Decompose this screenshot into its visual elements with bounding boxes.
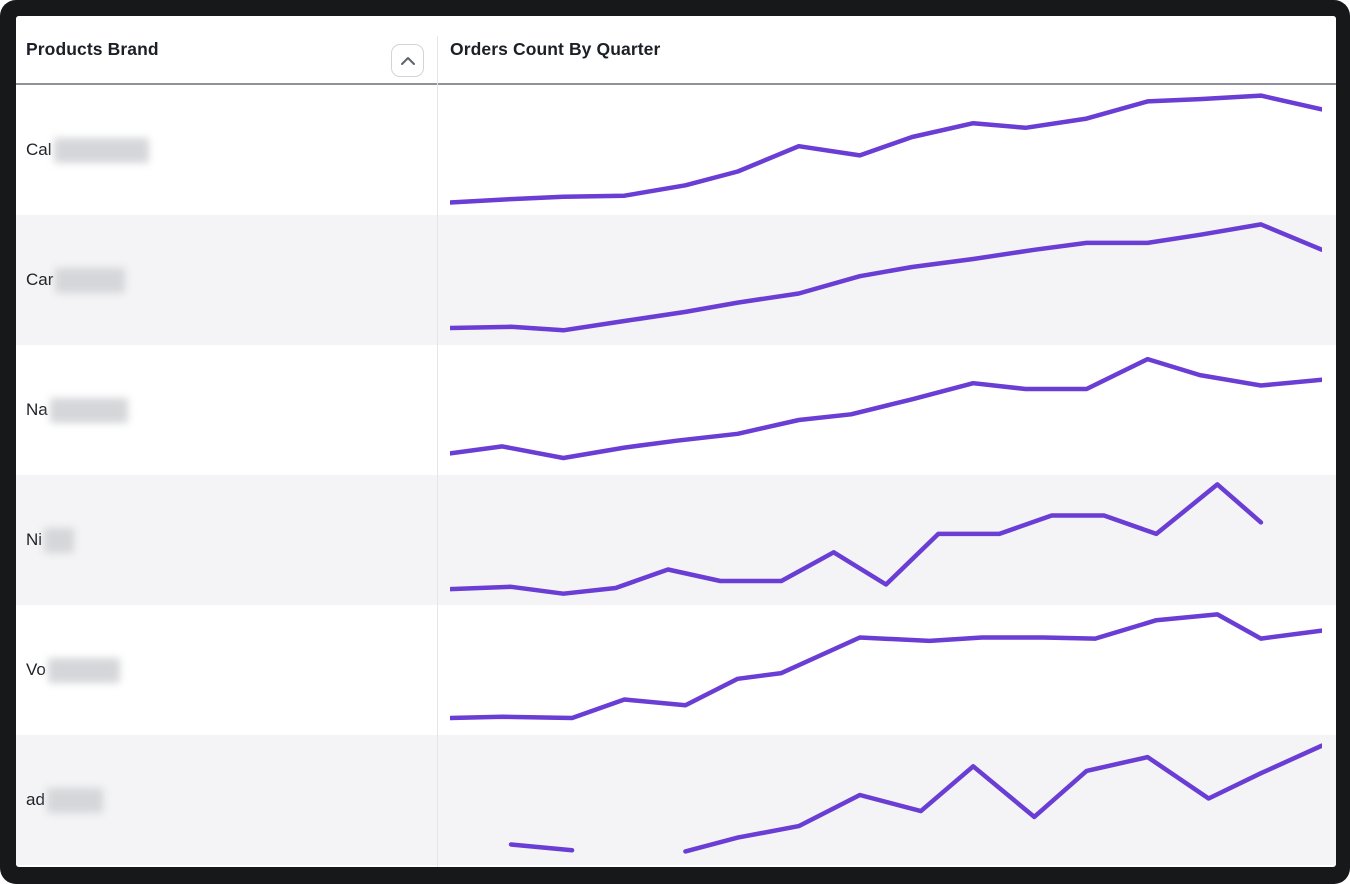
brand-label: Cal xyxy=(26,140,52,159)
table-row: Car xyxy=(16,215,1336,345)
orders-sparkline xyxy=(450,215,1322,345)
sparkline-cell xyxy=(437,735,1336,865)
brand-label: Na xyxy=(26,400,48,419)
column-divider xyxy=(437,36,438,867)
table-header: Products Brand Orders Count By Quarter xyxy=(16,16,1336,85)
orders-sparkline xyxy=(450,85,1322,215)
brand-cell: Na xyxy=(26,345,426,475)
redacted-brand-blur xyxy=(46,787,103,813)
sparkline-cell xyxy=(437,85,1336,215)
brand-label: ad xyxy=(26,790,45,809)
brand-cell: Car xyxy=(26,215,426,345)
redacted-brand-blur xyxy=(44,527,75,553)
brand-label: Ni xyxy=(26,530,43,549)
table-row: Cal xyxy=(16,85,1336,215)
orders-sparkline xyxy=(450,475,1322,605)
sparkline-cell xyxy=(437,215,1336,345)
orders-sparkline xyxy=(450,605,1322,735)
sparkline-cell xyxy=(437,345,1336,475)
table-row: Vo xyxy=(16,605,1336,735)
orders-sparkline xyxy=(450,345,1322,475)
brand-cell: Cal xyxy=(26,85,426,215)
brand-label: Vo xyxy=(26,660,46,679)
table-body: Cal Car Na xyxy=(16,85,1336,867)
table-row: Na xyxy=(16,345,1336,475)
redacted-brand-blur xyxy=(55,267,126,293)
brand-cell: Ni xyxy=(26,475,426,605)
table-panel: Products Brand Orders Count By Quarter C… xyxy=(16,16,1336,867)
chevron-up-icon xyxy=(400,56,416,66)
column-header-orders-count[interactable]: Orders Count By Quarter xyxy=(450,39,661,59)
redacted-brand-blur xyxy=(53,137,149,163)
redacted-brand-blur xyxy=(47,657,120,683)
orders-sparkline xyxy=(450,735,1322,865)
sparkline-cell xyxy=(437,605,1336,735)
table-row: Ni xyxy=(16,475,1336,605)
brand-cell: ad xyxy=(26,735,426,865)
column-header-products-brand[interactable]: Products Brand xyxy=(26,39,159,59)
sort-ascending-button[interactable] xyxy=(391,44,424,77)
table-row: ad xyxy=(16,735,1336,865)
brand-label: Car xyxy=(26,270,54,289)
sparkline-cell xyxy=(437,475,1336,605)
brand-cell: Vo xyxy=(26,605,426,735)
redacted-brand-blur xyxy=(49,397,128,423)
